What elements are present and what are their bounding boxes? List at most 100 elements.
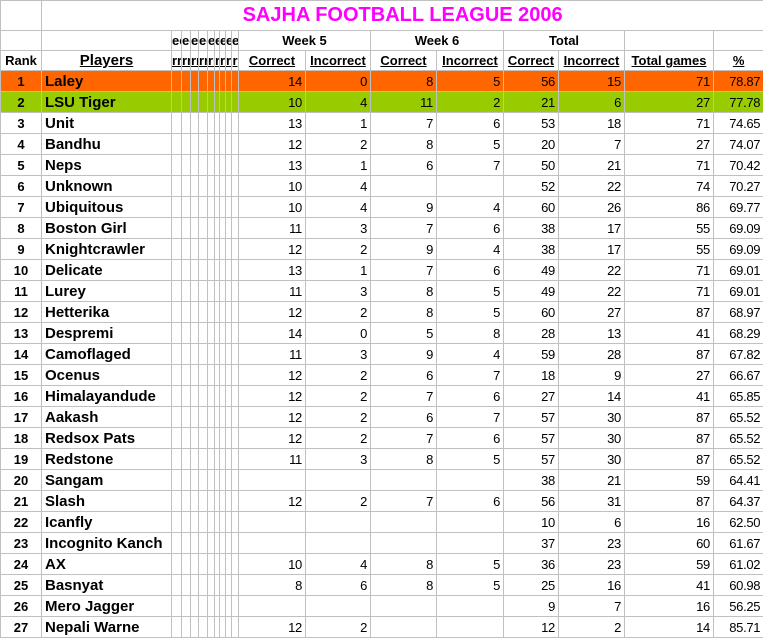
- percent-cell[interactable]: 61.67: [714, 533, 763, 554]
- player-name-cell[interactable]: Delicate: [42, 260, 172, 281]
- week6-incorrect-cell[interactable]: 6: [437, 491, 504, 512]
- narrow-cell[interactable]: [199, 596, 208, 617]
- narrow-subheader-cell[interactable]: rr: [182, 51, 191, 71]
- week5-correct-cell[interactable]: 12: [239, 491, 306, 512]
- week5-correct-cell[interactable]: 12: [239, 617, 306, 638]
- narrow-cell[interactable]: [208, 365, 215, 386]
- narrow-cell[interactable]: [182, 491, 191, 512]
- week6-correct-cell[interactable]: 9: [371, 197, 437, 218]
- week6-incorrect-cell[interactable]: 6: [437, 260, 504, 281]
- percent-cell[interactable]: 70.27: [714, 176, 763, 197]
- percent-cell[interactable]: 69.01: [714, 260, 763, 281]
- week5-incorrect-cell[interactable]: [306, 470, 371, 491]
- week5-incorrect-cell[interactable]: 4: [306, 176, 371, 197]
- week6-incorrect-cell[interactable]: 7: [437, 155, 504, 176]
- narrow-cell[interactable]: [208, 260, 215, 281]
- total-correct-cell[interactable]: 38: [504, 470, 559, 491]
- rank-cell[interactable]: 9: [1, 239, 42, 260]
- player-name-cell[interactable]: Knightcrawler: [42, 239, 172, 260]
- week5-correct-cell[interactable]: 13: [239, 113, 306, 134]
- narrow-cell[interactable]: [191, 428, 199, 449]
- narrow-cell[interactable]: [232, 113, 239, 134]
- narrow-cell[interactable]: [232, 239, 239, 260]
- total-games-cell[interactable]: 27: [625, 92, 714, 113]
- narrow-cell[interactable]: [182, 71, 191, 92]
- narrow-cell[interactable]: [199, 134, 208, 155]
- week5-incorrect-cell[interactable]: 2: [306, 407, 371, 428]
- percent-cell[interactable]: 78.87: [714, 71, 763, 92]
- narrow-cell[interactable]: [199, 365, 208, 386]
- rank-cell[interactable]: 25: [1, 575, 42, 596]
- rank-cell[interactable]: 22: [1, 512, 42, 533]
- narrow-cell[interactable]: [199, 218, 208, 239]
- total-correct-cell[interactable]: 21: [504, 92, 559, 113]
- narrow-cell[interactable]: [182, 197, 191, 218]
- total-correct-cell[interactable]: 60: [504, 197, 559, 218]
- week6-incorrect-cell[interactable]: 6: [437, 386, 504, 407]
- narrow-cell[interactable]: [232, 260, 239, 281]
- narrow-header-cell[interactable]: e: [232, 31, 239, 51]
- total-incorrect-cell[interactable]: 30: [559, 449, 625, 470]
- week5-correct-cell[interactable]: 8: [239, 575, 306, 596]
- week5-incorrect-cell[interactable]: 2: [306, 617, 371, 638]
- percent-cell[interactable]: 61.02: [714, 554, 763, 575]
- cell[interactable]: [42, 31, 172, 51]
- total-games-cell[interactable]: 71: [625, 155, 714, 176]
- narrow-cell[interactable]: [208, 449, 215, 470]
- total-incorrect-cell[interactable]: 23: [559, 533, 625, 554]
- week6-incorrect-cell[interactable]: 5: [437, 449, 504, 470]
- narrow-header-cell[interactable]: ee: [191, 31, 199, 51]
- total-incorrect-cell[interactable]: 28: [559, 344, 625, 365]
- narrow-cell[interactable]: [182, 596, 191, 617]
- total-incorrect-cell[interactable]: 31: [559, 491, 625, 512]
- narrow-cell[interactable]: [199, 155, 208, 176]
- player-name-cell[interactable]: Sangam: [42, 470, 172, 491]
- narrow-subheader-cell[interactable]: r: [232, 51, 239, 71]
- total-correct-cell[interactable]: 57: [504, 407, 559, 428]
- narrow-cell[interactable]: [182, 323, 191, 344]
- percent-cell[interactable]: 65.85: [714, 386, 763, 407]
- week5-correct-cell[interactable]: [239, 470, 306, 491]
- total-games-cell[interactable]: 59: [625, 554, 714, 575]
- narrow-cell[interactable]: [191, 596, 199, 617]
- percent-cell[interactable]: 85.71: [714, 617, 763, 638]
- total-correct-cell[interactable]: 59: [504, 344, 559, 365]
- total-correct-header[interactable]: Correct: [504, 51, 559, 71]
- narrow-cell[interactable]: [208, 428, 215, 449]
- narrow-cell[interactable]: [232, 596, 239, 617]
- percent-cell[interactable]: 68.97: [714, 302, 763, 323]
- total-incorrect-cell[interactable]: 9: [559, 365, 625, 386]
- week5-incorrect-cell[interactable]: 2: [306, 365, 371, 386]
- total-incorrect-cell[interactable]: 30: [559, 428, 625, 449]
- week6-correct-cell[interactable]: 9: [371, 344, 437, 365]
- total-correct-cell[interactable]: 38: [504, 239, 559, 260]
- narrow-cell[interactable]: [199, 428, 208, 449]
- narrow-cell[interactable]: [191, 71, 199, 92]
- week5-incorrect-cell[interactable]: 4: [306, 92, 371, 113]
- player-name-cell[interactable]: Icanfly: [42, 512, 172, 533]
- narrow-cell[interactable]: [172, 92, 182, 113]
- narrow-cell[interactable]: [208, 134, 215, 155]
- rank-cell[interactable]: 20: [1, 470, 42, 491]
- narrow-cell[interactable]: [182, 281, 191, 302]
- percent-cell[interactable]: 69.09: [714, 218, 763, 239]
- narrow-cell[interactable]: [232, 533, 239, 554]
- narrow-cell[interactable]: [182, 218, 191, 239]
- narrow-cell[interactable]: [199, 617, 208, 638]
- week6-correct-cell[interactable]: 6: [371, 407, 437, 428]
- narrow-cell[interactable]: [208, 239, 215, 260]
- narrow-subheader-cell[interactable]: rr: [215, 51, 220, 71]
- percent-cell[interactable]: 69.77: [714, 197, 763, 218]
- narrow-cell[interactable]: [232, 323, 239, 344]
- total-incorrect-cell[interactable]: 17: [559, 239, 625, 260]
- percent-cell[interactable]: 60.98: [714, 575, 763, 596]
- total-games-cell[interactable]: 27: [625, 134, 714, 155]
- narrow-cell[interactable]: [172, 71, 182, 92]
- week5-correct-cell[interactable]: 11: [239, 281, 306, 302]
- narrow-cell[interactable]: [191, 323, 199, 344]
- narrow-cell[interactable]: [182, 92, 191, 113]
- rank-cell[interactable]: 11: [1, 281, 42, 302]
- week5-correct-cell[interactable]: 12: [239, 386, 306, 407]
- narrow-cell[interactable]: [208, 407, 215, 428]
- sheet-title[interactable]: SAJHA FOOTBALL LEAGUE 2006: [42, 1, 763, 31]
